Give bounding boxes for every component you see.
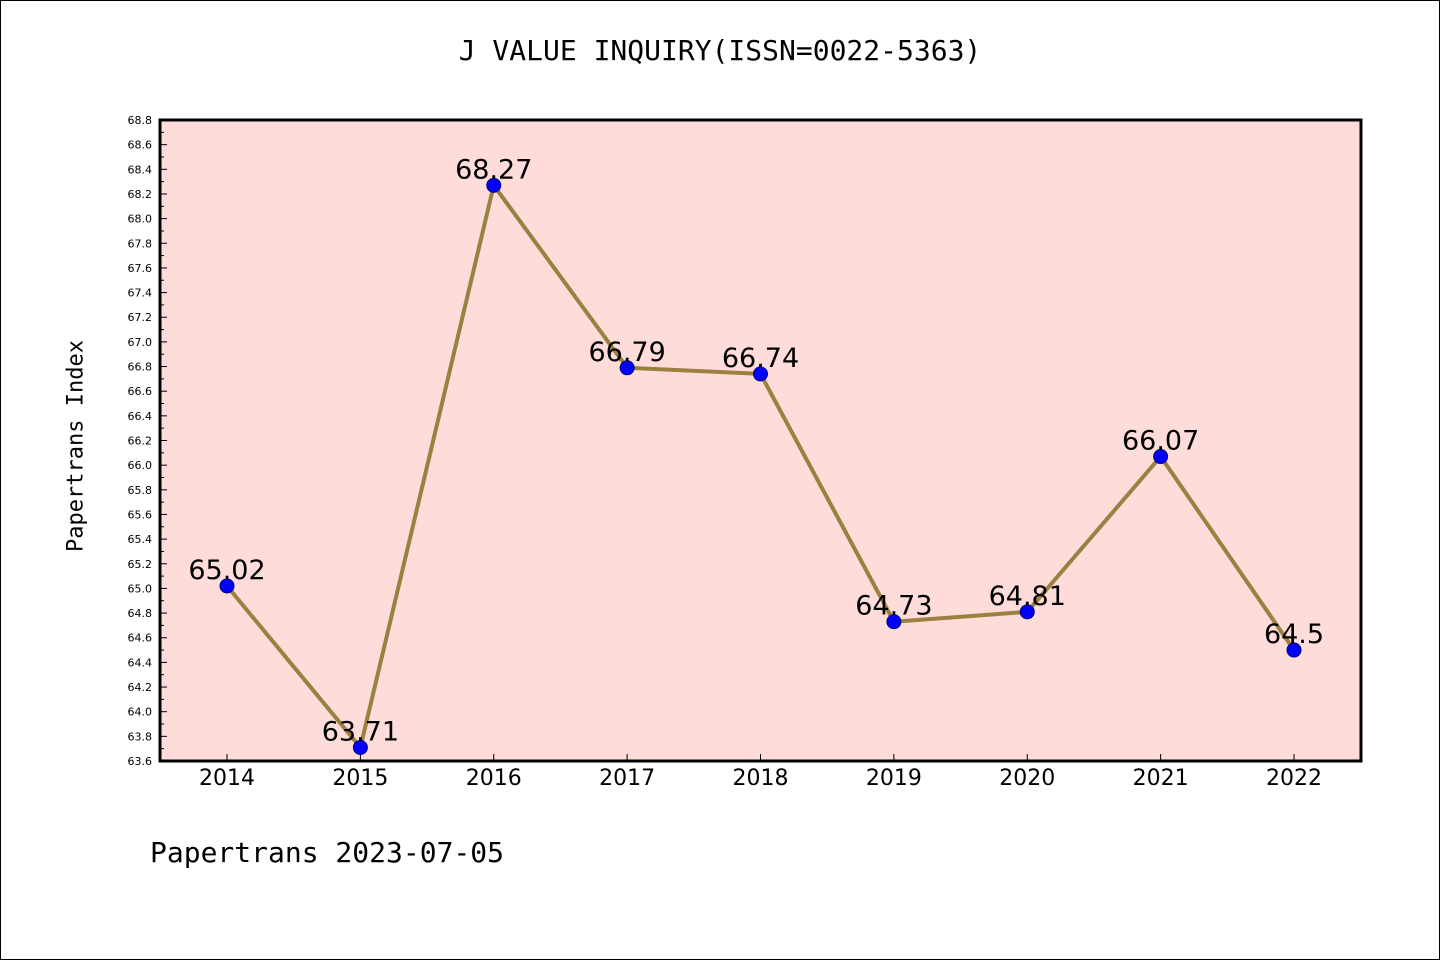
data-point (619, 360, 635, 376)
y-tick-label: 66.8 (128, 361, 153, 374)
data-point (486, 177, 502, 193)
data-label: 63.71 (322, 716, 399, 747)
x-axis-ticks: 2014 2015 2016 2017 2018 2019 2020 2021 2022 (199, 754, 1322, 791)
y-tick-label: 68.8 (128, 114, 153, 127)
data-point (219, 578, 235, 594)
y-tick-label: 67.8 (128, 237, 153, 250)
y-tick-label: 67.0 (128, 336, 153, 349)
data-point (1153, 449, 1169, 465)
x-tick-label: 2015 (332, 766, 388, 791)
plot-border (158, 118, 1363, 763)
x-tick-label: 2022 (1266, 766, 1322, 791)
y-tick-label: 66.2 (128, 435, 153, 448)
y-tick-label: 65.4 (128, 533, 153, 546)
y-tick-label: 68.0 (128, 213, 153, 226)
data-label: 68.27 (455, 154, 532, 185)
y-tick-label: 63.6 (128, 755, 153, 768)
data-label: 64.5 (1264, 619, 1324, 650)
data-label: 66.07 (1122, 426, 1199, 457)
y-tick-label: 67.6 (128, 262, 153, 275)
y-tick-label: 66.6 (128, 385, 153, 398)
data-label: 66.74 (722, 343, 799, 374)
data-point (1286, 642, 1302, 658)
x-tick-label: 2020 (999, 766, 1055, 791)
y-tick-label: 64.2 (128, 681, 153, 694)
y-tick-label: 64.6 (128, 632, 153, 645)
data-label: 64.73 (855, 591, 932, 622)
y-tick-label: 68.6 (128, 139, 153, 152)
data-point (753, 366, 768, 382)
y-tick-label: 66.0 (128, 459, 153, 472)
y-tick-label: 64.0 (128, 706, 153, 719)
y-tick-label: 67.2 (128, 311, 153, 324)
footer-text: Papertrans 2023-07-05 (150, 836, 505, 869)
x-tick-label: 2019 (866, 766, 922, 791)
series-layer: 65.02 63.71 68.27 66.79 66.74 64.73 64.81 66.07… (188, 154, 1324, 755)
y-tick-label: 64.8 (128, 607, 153, 620)
y-axis-ticks: 63.6 63.8 64.0 64.2 64.4 64.6 64.8 65.0 65.2 65.4… (128, 114, 167, 768)
y-tick-label: 66.4 (128, 410, 153, 423)
data-label: 65.02 (188, 555, 265, 586)
data-label: 66.79 (588, 337, 665, 368)
y-tick-label: 65.6 (128, 508, 153, 521)
y-tick-label: 63.8 (128, 730, 153, 743)
x-tick-label: 2021 (1133, 766, 1189, 791)
y-tick-label: 67.4 (128, 287, 153, 300)
y-tick-label: 68.4 (128, 163, 153, 176)
chart-title: J VALUE INQUIRY(ISSN=0022-5363) (458, 34, 982, 67)
y-tick-label: 65.2 (128, 558, 153, 571)
x-tick-label: 2018 (733, 766, 789, 791)
y-tick-label: 64.4 (128, 656, 153, 669)
x-tick-label: 2017 (599, 766, 655, 791)
plot-area (160, 120, 1361, 761)
data-point (886, 614, 902, 630)
y-tick-label: 68.2 (128, 188, 153, 201)
y-tick-label: 65.8 (128, 484, 153, 497)
data-label: 64.81 (989, 581, 1066, 612)
data-point (1019, 604, 1035, 620)
y-tick-label: 65.0 (128, 582, 153, 595)
x-tick-label: 2016 (466, 766, 522, 791)
x-tick-label: 2014 (199, 766, 255, 791)
data-point (352, 739, 368, 755)
